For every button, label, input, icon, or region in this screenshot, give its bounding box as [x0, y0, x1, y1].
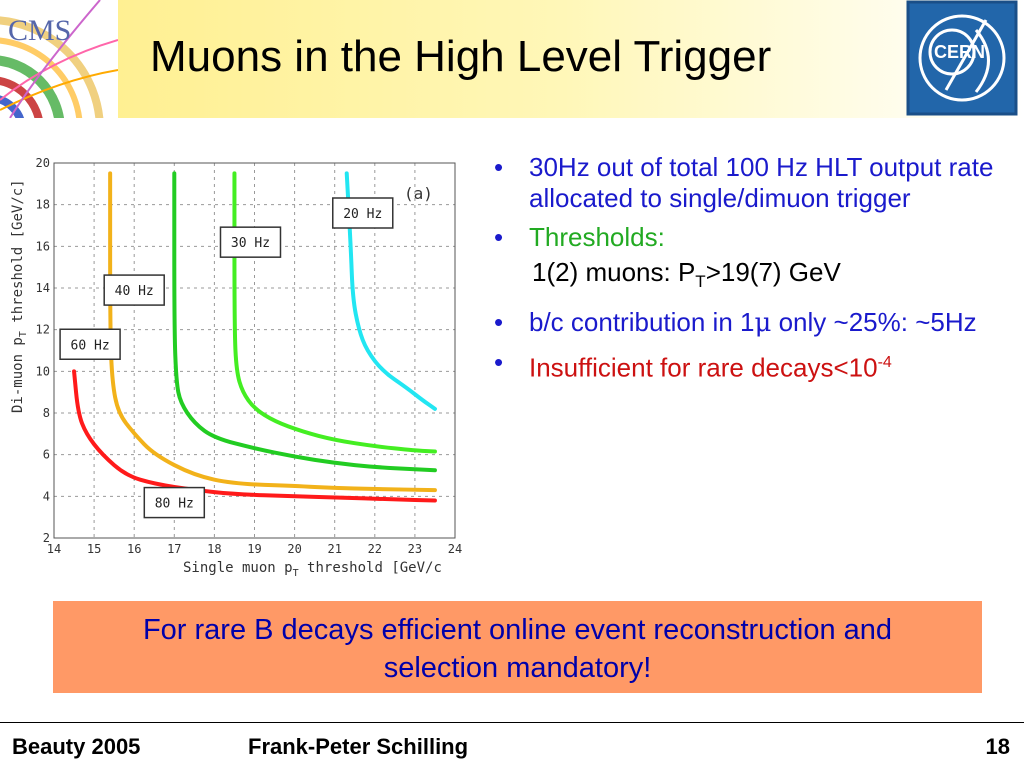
rate-label-frame [332, 197, 394, 229]
rate-label-box: 80 Hz [143, 486, 206, 519]
y-tick-label: 8 [43, 406, 50, 420]
x-tick-label: 19 [247, 542, 261, 556]
rate-label-text: 20 Hz [343, 207, 382, 222]
rate-label-frame [59, 328, 121, 360]
rate-label-text: 60 Hz [71, 338, 110, 353]
rate-label-text: 40 Hz [115, 284, 154, 299]
panel-label: (a) [404, 184, 433, 203]
footer-event: Beauty 2005 [12, 734, 141, 759]
bullet-output-rate: • 30Hz out of total 100 Hz HLT output ra… [494, 152, 994, 213]
y-tick-label: 18 [36, 198, 50, 212]
callout-line-2: selection mandatory! [383, 652, 652, 684]
footer-page-number: 18 [985, 734, 1010, 759]
rate-label-text: 30 Hz [231, 236, 270, 251]
bullet-insufficient: • Insufficient for rare decays<10-4 [494, 347, 892, 383]
y-tick-label: 14 [36, 281, 50, 295]
footer-divider [0, 722, 1024, 723]
rate-label-box: 20 Hz [332, 197, 394, 229]
x-tick-label: 14 [47, 542, 61, 556]
y-tick-label: 12 [36, 323, 50, 337]
slide-title: Muons in the High Level Trigger [150, 32, 772, 81]
y-tick-label: 6 [43, 448, 50, 462]
callout-line-1: For rare B decays efficient online event… [142, 614, 893, 646]
series-line-80-hz [72, 369, 437, 503]
rate-label-frame [103, 274, 165, 306]
y-tick-label: 20 [36, 156, 50, 170]
series-line-40-hz [172, 171, 437, 473]
x-tick-label: 17 [167, 542, 181, 556]
plot-frame [53, 162, 456, 539]
bullet-dot-icon: • [494, 307, 504, 338]
bullet-dot-icon: • [494, 347, 504, 378]
y-tick-label: 4 [43, 489, 50, 503]
x-tick-label: 15 [87, 542, 101, 556]
footer-author: Frank-Peter Schilling [248, 734, 469, 759]
x-tick-label: 24 [448, 542, 462, 556]
x-tick-label: 18 [207, 542, 221, 556]
rate-label-box: 60 Hz [59, 328, 121, 360]
x-tick-label: 23 [408, 542, 422, 556]
x-axis-label: Single muon pT threshold [GeV/c [183, 560, 442, 578]
y-axis-label: Di-muon pT threshold [GeV/c] [10, 179, 29, 413]
y-tick-label: 16 [36, 239, 50, 253]
rate-label-frame [143, 486, 206, 519]
cms-logo: CMS [0, 0, 118, 118]
bullet-thresholds: • Thresholds: [494, 222, 665, 252]
x-tick-label: 16 [127, 542, 141, 556]
bullet-list: • 30Hz out of total 100 Hz HLT output ra… [494, 152, 994, 392]
slide-header: CMS Muons in the High Level Trigger CERN [0, 0, 1024, 118]
x-tick-label: 21 [327, 542, 341, 556]
svg-text:CMS: CMS [8, 14, 71, 47]
rate-label-box: 40 Hz [103, 274, 165, 306]
x-tick-label: 20 [287, 542, 301, 556]
series-line-20-hz [344, 171, 437, 411]
y-tick-label: 10 [36, 364, 50, 378]
callout-box: For rare B decays efficient online event… [53, 601, 982, 693]
x-tick-label: 22 [368, 542, 382, 556]
cern-logo: CERN [906, 0, 1018, 116]
rate-label-text: 80 Hz [155, 497, 194, 512]
y-tick-label: 2 [43, 531, 50, 545]
rate-label-frame [219, 226, 282, 258]
bullet-threshold-values: 1(2) muons: PT>19(7) GeV [532, 257, 841, 292]
rate-label-box: 30 Hz [219, 226, 282, 258]
bullet-bc-contribution: • b/c contribution in 1μ only ~25%: ~5Hz [494, 307, 977, 339]
bullet-dot-icon: • [494, 152, 504, 182]
svg-text:CERN: CERN [934, 42, 985, 62]
bullet-dot-icon: • [494, 222, 504, 252]
plot-annotations: 20 Hz 30 Hz 40 Hz 60 Hz 80 Hz [59, 197, 394, 519]
series-line-30-hz [232, 171, 437, 454]
